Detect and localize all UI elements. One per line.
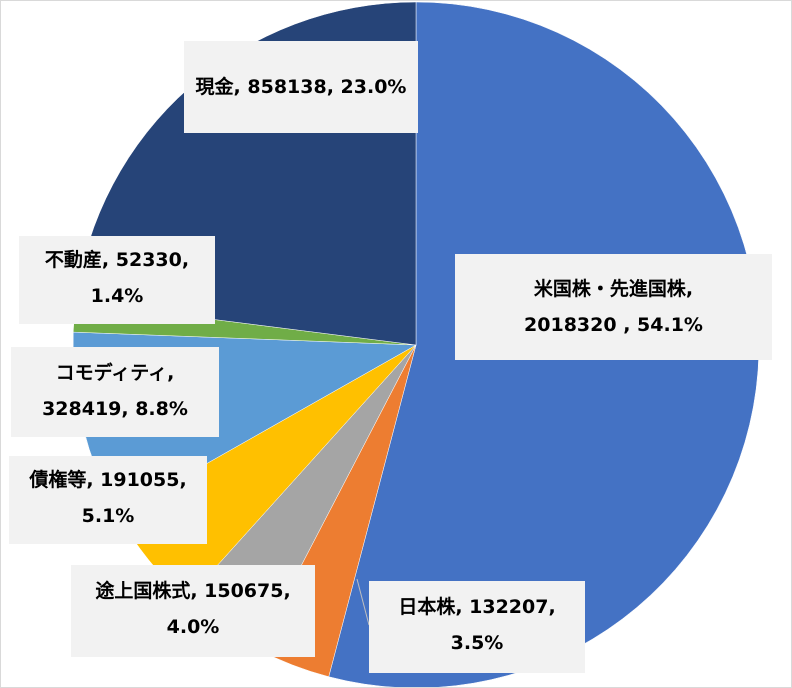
leader-line-japan: [356, 578, 370, 626]
data-label-japan: 日本株, 132207, 3.5%: [369, 581, 585, 673]
data-label-real-estate: 不動産, 52330, 1.4%: [19, 236, 215, 324]
data-label-cash: 現金, 858138, 23.0%: [184, 41, 418, 133]
data-label-us-developed: 米国株・先進国株, 2018320 , 54.1%: [455, 254, 772, 360]
data-label-emerging: 途上国株式, 150675, 4.0%: [71, 565, 315, 657]
data-label-commodity: コモディティ, 328419, 8.8%: [11, 347, 219, 437]
data-label-bonds: 債権等, 191055, 5.1%: [9, 456, 207, 544]
